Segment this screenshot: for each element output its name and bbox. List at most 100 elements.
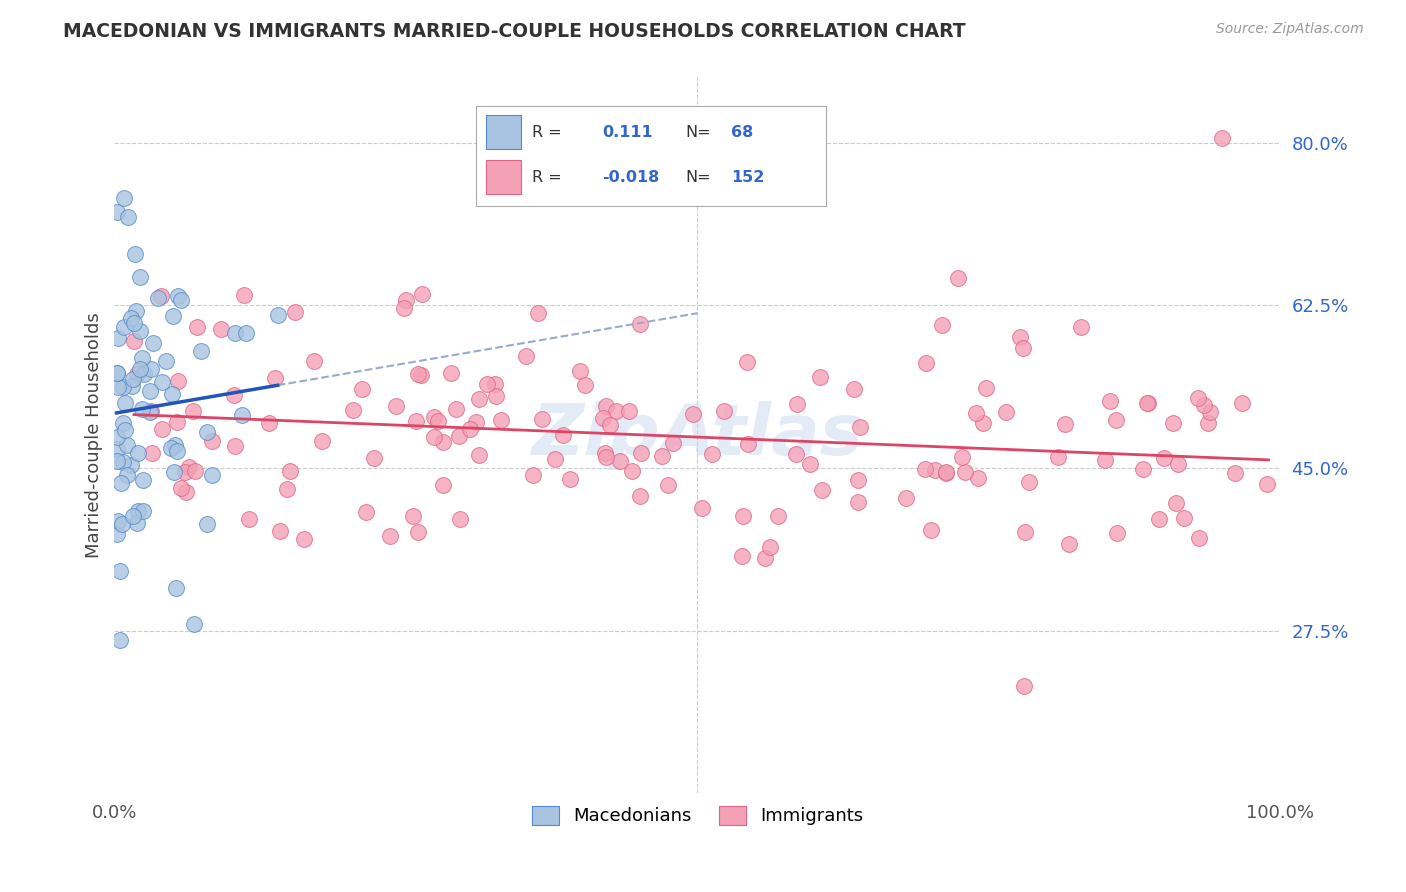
Point: [111, 416, 134, 430]
Point: [131, 351, 153, 366]
Point: [808, 370, 831, 384]
Point: [224, 439, 246, 453]
Point: [700, 447, 723, 461]
Point: [129, 361, 152, 376]
Point: [946, 270, 969, 285]
Point: [224, 326, 246, 340]
Point: [754, 550, 776, 565]
Point: [105, 205, 128, 219]
Point: [1192, 398, 1215, 412]
Point: [543, 452, 565, 467]
Point: [167, 289, 190, 303]
Point: [222, 387, 245, 401]
Point: [522, 467, 544, 482]
Point: [447, 429, 470, 443]
Point: [737, 436, 759, 450]
Point: [799, 457, 821, 471]
Point: [105, 366, 128, 380]
Point: [731, 509, 754, 524]
Point: [423, 410, 446, 425]
Point: [107, 514, 129, 528]
Point: [278, 464, 301, 478]
Point: [994, 405, 1017, 419]
Point: [458, 422, 481, 436]
Point: [605, 404, 627, 418]
Point: [238, 512, 260, 526]
Point: [304, 354, 326, 368]
Point: [786, 397, 808, 411]
Point: [468, 448, 491, 462]
Point: [1136, 395, 1159, 409]
Point: [105, 430, 128, 444]
Point: [599, 417, 621, 432]
Point: [1164, 496, 1187, 510]
Point: [115, 438, 138, 452]
Point: [352, 383, 374, 397]
Point: [759, 540, 782, 554]
Point: [405, 414, 427, 428]
Point: [914, 462, 936, 476]
Point: [111, 516, 134, 531]
Point: [846, 473, 869, 487]
Point: [935, 466, 957, 480]
Point: [152, 376, 174, 390]
Point: [166, 374, 188, 388]
Point: [114, 423, 136, 437]
Point: [593, 446, 616, 460]
Point: [139, 404, 162, 418]
Point: [174, 484, 197, 499]
Point: [931, 318, 953, 333]
Point: [595, 450, 617, 464]
Point: [1132, 462, 1154, 476]
Point: [630, 446, 652, 460]
Point: [111, 455, 134, 469]
Point: [170, 293, 193, 307]
Point: [574, 378, 596, 392]
Point: [139, 361, 162, 376]
Point: [110, 476, 132, 491]
Point: [165, 438, 187, 452]
Point: [1008, 330, 1031, 344]
Point: [894, 491, 917, 506]
Point: [1046, 450, 1069, 464]
Point: [1098, 394, 1121, 409]
Point: [131, 474, 153, 488]
Point: [115, 467, 138, 482]
Point: [1211, 131, 1233, 145]
Point: [842, 382, 865, 396]
Point: [1199, 405, 1222, 419]
Point: [515, 349, 537, 363]
Point: [530, 412, 553, 426]
Point: [735, 355, 758, 369]
Point: [342, 403, 364, 417]
Point: [155, 354, 177, 368]
Point: [475, 377, 498, 392]
Point: [257, 416, 280, 430]
Point: [394, 293, 416, 308]
Point: [1232, 396, 1254, 410]
Point: [484, 377, 506, 392]
Point: [485, 389, 508, 403]
Point: [592, 411, 614, 425]
Text: Source: ZipAtlas.com: Source: ZipAtlas.com: [1216, 22, 1364, 37]
Point: [105, 454, 128, 468]
Point: [924, 463, 946, 477]
Point: [231, 408, 253, 422]
Point: [105, 442, 128, 456]
Point: [468, 392, 491, 406]
Point: [651, 450, 673, 464]
Point: [408, 367, 430, 381]
Point: [713, 404, 735, 418]
Point: [209, 322, 232, 336]
Point: [269, 524, 291, 538]
Point: [609, 454, 631, 468]
Point: [117, 210, 139, 224]
Point: [127, 503, 149, 517]
Point: [1105, 525, 1128, 540]
Point: [1188, 531, 1211, 545]
Point: [132, 367, 155, 381]
Point: [657, 478, 679, 492]
Point: [112, 191, 135, 205]
Point: [1070, 319, 1092, 334]
Point: [1187, 391, 1209, 405]
